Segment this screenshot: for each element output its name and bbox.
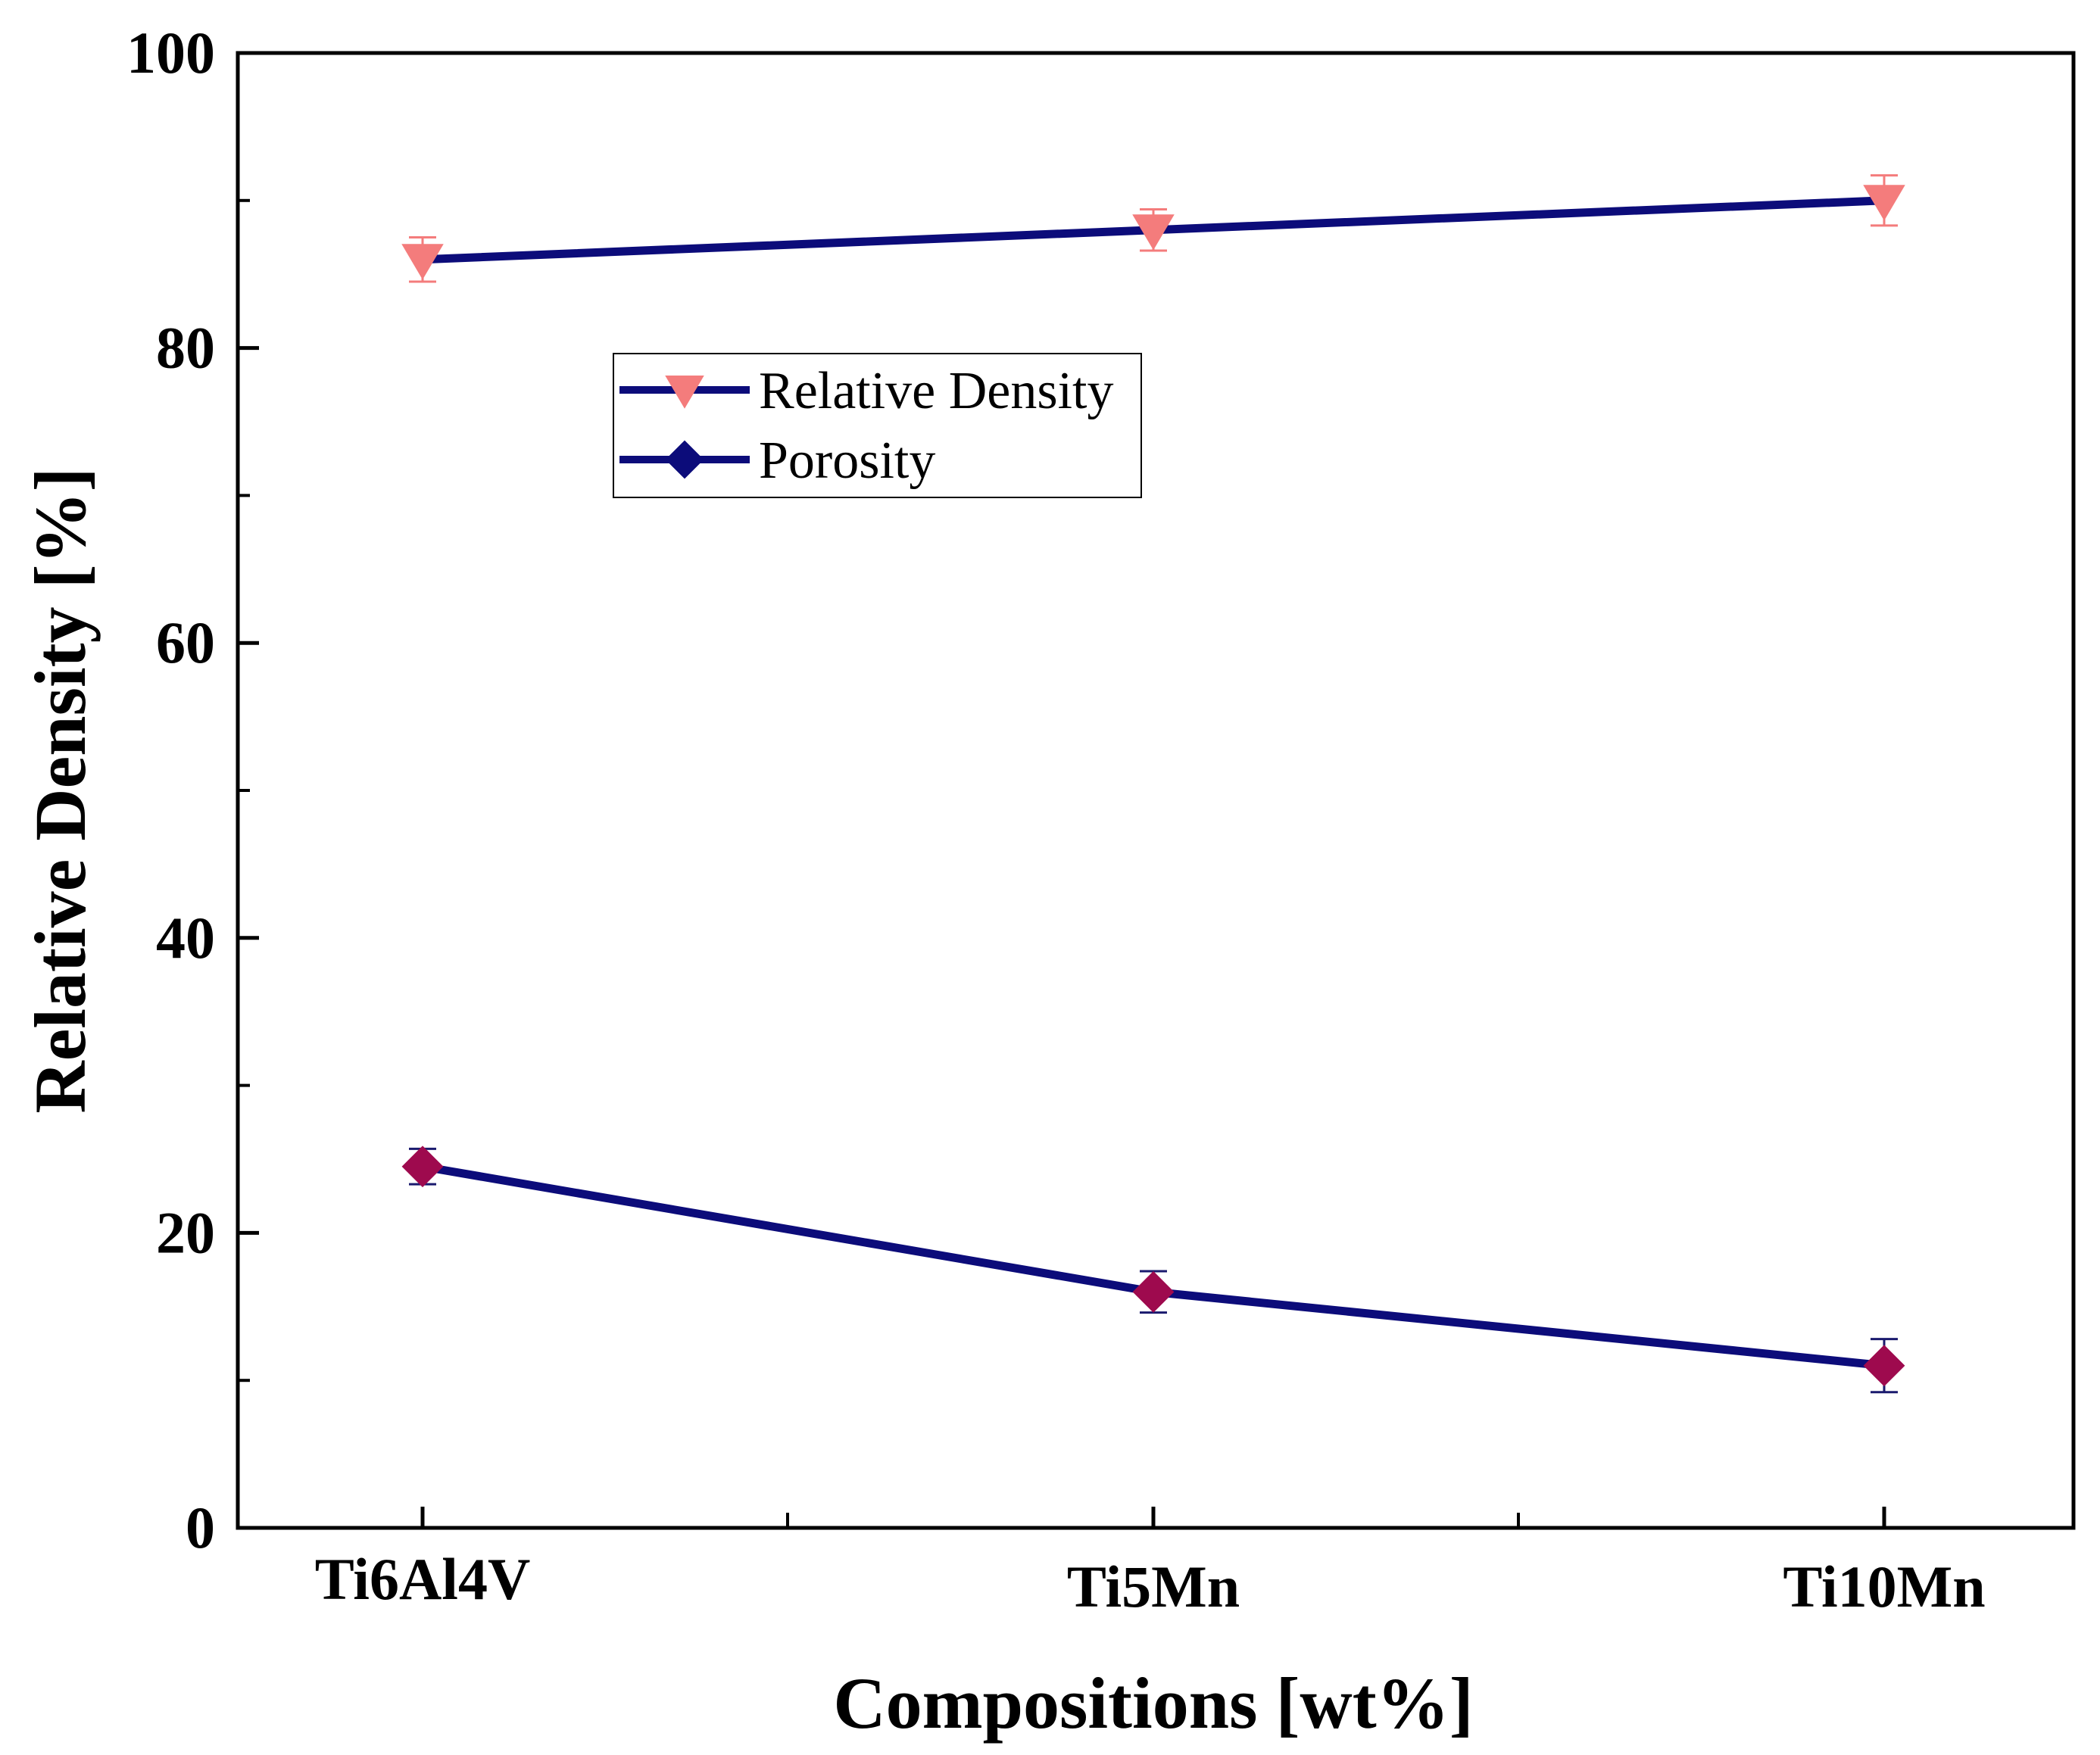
legend-label: Relative Density <box>759 362 1114 420</box>
series-layer <box>401 174 1905 1394</box>
y-axis-title: Relative Density [%] <box>20 467 101 1113</box>
y-tick-label: 80 <box>156 315 215 381</box>
data-point-marker <box>1132 1270 1175 1313</box>
series-relative-density <box>401 174 1905 283</box>
legend-label: Porosity <box>759 432 935 490</box>
series-porosity <box>401 1146 1905 1394</box>
legend-item-porosity: Porosity <box>619 432 935 490</box>
data-point-marker <box>665 440 704 479</box>
data-point-marker <box>1132 214 1175 251</box>
y-tick-label: 20 <box>156 1199 215 1265</box>
x-axis: Ti6Al4V Ti5Mn Ti10Mn <box>315 1507 1986 1619</box>
data-point-marker <box>1863 1345 1905 1387</box>
y-tick-label: 40 <box>156 905 215 971</box>
x-tick-label: Ti5Mn <box>1067 1554 1240 1619</box>
y-tick-label: 60 <box>156 609 215 675</box>
x-tick-label: Ti6Al4V <box>315 1546 531 1612</box>
legend-item-relative-density: Relative Density <box>619 362 1114 420</box>
y-tick-label: 0 <box>186 1495 215 1560</box>
legend: Relative Density Porosity <box>613 353 1142 498</box>
y-axis: 0 20 40 60 80 100 <box>126 20 259 1560</box>
data-point-marker <box>401 1146 444 1188</box>
series-line <box>422 1162 1885 1370</box>
data-point-marker <box>665 376 704 409</box>
x-tick-label: Ti10Mn <box>1783 1554 1985 1619</box>
y-tick-label: 100 <box>126 20 215 86</box>
data-point-marker <box>401 244 444 280</box>
data-point-marker <box>1863 185 1905 221</box>
x-axis-title: Compositions [wt%] <box>833 1663 1473 1744</box>
